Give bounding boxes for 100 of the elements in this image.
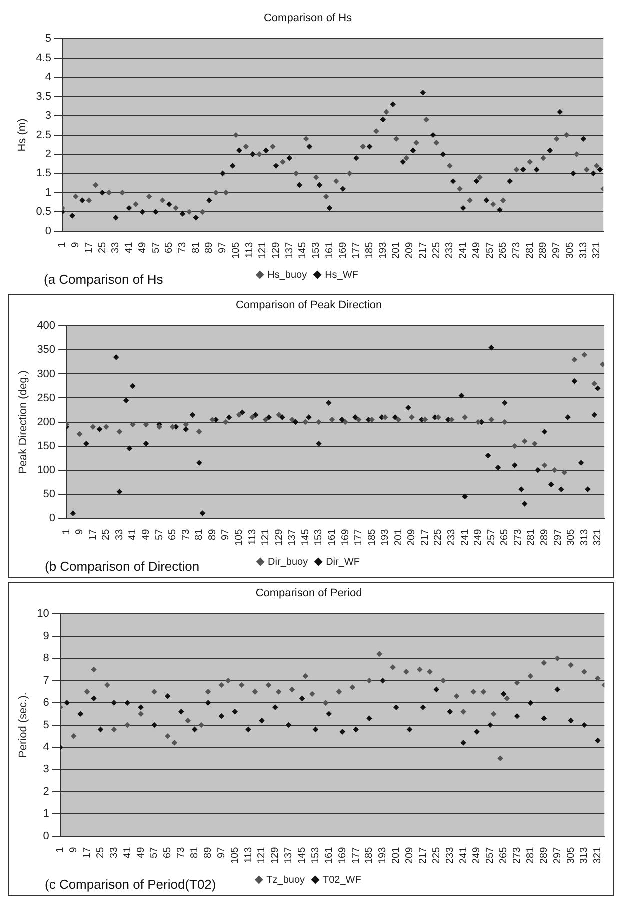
point [172, 740, 178, 746]
x-tick-label: 313 [579, 846, 590, 864]
point [316, 441, 322, 447]
y-tick-label: 0 [49, 512, 56, 524]
point [126, 206, 132, 211]
y-tick-label: 400 [37, 320, 56, 332]
point [71, 734, 77, 740]
point [440, 152, 446, 158]
point [460, 740, 466, 746]
x-tick-label: 81 [190, 846, 201, 858]
x-tick-label: 193 [378, 242, 389, 260]
text: (b Comparison of Direction [45, 559, 200, 574]
point [90, 424, 96, 430]
x-tick-label: 105 [234, 528, 245, 546]
point [183, 422, 189, 428]
point [104, 424, 110, 430]
point [396, 417, 402, 423]
point [130, 422, 136, 428]
point [84, 441, 90, 447]
x-tick-label: 265 [498, 846, 510, 864]
point [186, 209, 192, 215]
point [97, 426, 102, 432]
point [366, 678, 372, 684]
y-tick-label: 1 [43, 808, 50, 820]
point [578, 460, 584, 466]
point [354, 156, 360, 162]
x-tick-label: 65 [168, 528, 179, 540]
point [454, 694, 460, 700]
point [380, 117, 386, 123]
x-tick-label: 1 [57, 242, 68, 248]
point [156, 424, 162, 430]
y-tick-label: 3 [43, 764, 50, 776]
x-tick-label: 153 [311, 242, 322, 260]
y-tick-label: 100 [37, 464, 56, 476]
point [417, 667, 423, 672]
point [336, 689, 342, 695]
x-tick-label: 73 [177, 242, 188, 254]
x-tick-label: 233 [444, 846, 456, 864]
point [520, 167, 526, 173]
point [153, 209, 159, 215]
point [306, 414, 312, 420]
point [290, 687, 295, 692]
y-tick-label: 250 [37, 392, 56, 404]
point [558, 486, 564, 492]
x-tick-label: 145 [298, 242, 309, 260]
point [476, 420, 482, 425]
point [218, 714, 224, 720]
x-tick-label: 201 [391, 242, 402, 260]
x-tick-label: 41 [128, 528, 139, 540]
x-tick-label: 193 [378, 846, 389, 864]
x-tick-label: 225 [431, 846, 442, 864]
y-tick-label: 10 [37, 608, 50, 620]
point [540, 156, 546, 162]
x-tick-label: 97 [220, 528, 232, 540]
point [256, 152, 262, 158]
point [223, 420, 229, 425]
point [106, 190, 112, 196]
point [246, 727, 252, 732]
x-tick-label: 273 [511, 242, 522, 260]
y-axis-title: Period (sec.). [18, 692, 30, 758]
text: (a Comparison of Hs [44, 272, 164, 287]
point [528, 700, 534, 706]
point [392, 414, 398, 420]
point [144, 422, 149, 428]
x-tick-label: 297 [552, 846, 564, 864]
point [326, 206, 332, 211]
point [541, 716, 547, 722]
point [449, 417, 454, 423]
point [193, 215, 199, 221]
point [488, 417, 494, 423]
x-tick-label: 321 [592, 242, 603, 260]
point [568, 662, 574, 668]
point [223, 190, 229, 196]
point [290, 417, 296, 423]
point [111, 700, 117, 706]
x-tick-label: 313 [578, 242, 590, 260]
point [330, 417, 335, 423]
point [347, 170, 352, 176]
x-tick-label: 249 [471, 242, 482, 260]
point [326, 711, 332, 717]
x-tick-label: 249 [472, 846, 483, 864]
point [380, 678, 386, 684]
point [570, 170, 576, 176]
point [324, 194, 330, 200]
x-tick-label: 289 [538, 846, 550, 864]
point [562, 470, 568, 476]
x-tick-label: 233 [446, 528, 458, 546]
x-tick-label: 113 [247, 528, 258, 546]
point [406, 405, 412, 411]
point [210, 417, 216, 423]
point [190, 412, 196, 418]
x-tick-label: 161 [324, 242, 336, 260]
point [213, 190, 219, 196]
x-tick-label: 241 [458, 242, 470, 260]
point [310, 691, 316, 697]
point [440, 678, 446, 684]
point [554, 136, 560, 142]
text: (c Comparison of Period(T02) [45, 877, 216, 892]
point [460, 206, 466, 211]
x-tick-label: 145 [297, 846, 308, 864]
